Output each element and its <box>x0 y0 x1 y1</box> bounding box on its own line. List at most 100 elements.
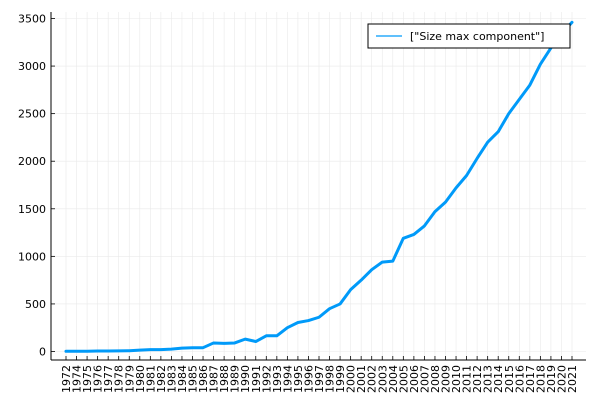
x-tick-label: 1993 <box>271 365 284 393</box>
x-tick-label: 1972 <box>60 365 73 393</box>
data-point <box>518 98 521 101</box>
x-tick-label: 1986 <box>197 365 210 393</box>
y-tick-label: 3000 <box>18 60 46 73</box>
x-tick-label: 2014 <box>492 365 505 393</box>
x-tick-label: 1991 <box>250 365 263 393</box>
data-point <box>202 346 204 349</box>
data-point <box>65 350 67 353</box>
data-point <box>233 342 236 344</box>
data-point <box>75 350 78 353</box>
x-tick-label: 1999 <box>334 365 347 393</box>
data-point <box>381 261 384 263</box>
x-tick-label: 2005 <box>397 365 410 393</box>
y-axis-ticks: 0 500 1000 1500 2000 2500 3000 3500 <box>18 13 55 359</box>
data-point <box>434 210 436 213</box>
data-point <box>181 347 183 349</box>
y-tick-label: 3500 <box>18 13 46 26</box>
data-point <box>571 21 573 24</box>
data-point <box>444 201 447 203</box>
x-tick-label: 1998 <box>324 365 337 393</box>
data-point <box>318 316 320 319</box>
x-tick-label: 1992 <box>260 365 273 393</box>
y-tick-label: 0 <box>39 346 46 359</box>
data-point <box>391 260 394 262</box>
y-tick-label: 2500 <box>18 108 46 121</box>
x-tick-label: 1982 <box>155 365 168 393</box>
x-tick-label: 2008 <box>429 365 442 393</box>
x-tick-label: 1981 <box>144 365 157 393</box>
x-tick-label: 2015 <box>503 365 516 393</box>
data-point <box>529 84 531 86</box>
data-point <box>160 348 162 351</box>
x-tick-label: 1997 <box>313 365 326 393</box>
data-point <box>265 335 268 337</box>
x-tick-label: 1994 <box>281 365 294 393</box>
data-point <box>455 187 457 189</box>
data-point <box>297 321 299 324</box>
x-tick-label: 2006 <box>408 365 421 393</box>
x-tick-label: 1977 <box>102 365 115 393</box>
data-point <box>96 350 99 352</box>
data-point <box>423 225 426 227</box>
legend-label: ["Size max component"] <box>410 30 544 43</box>
grid <box>51 12 586 360</box>
data-point <box>170 348 173 350</box>
data-point <box>539 63 542 65</box>
x-tick-label: 1983 <box>165 365 178 393</box>
x-tick-label: 2007 <box>418 365 431 393</box>
x-tick-label: 2019 <box>545 365 558 393</box>
x-tick-label: 2000 <box>345 365 358 393</box>
axes <box>50 12 586 361</box>
x-tick-label: 1988 <box>218 365 231 393</box>
y-tick-label: 500 <box>25 298 46 311</box>
x-tick-label: 2002 <box>366 365 379 393</box>
data-point <box>276 335 278 337</box>
x-tick-label: 2003 <box>376 365 389 393</box>
x-tick-label: 1995 <box>292 365 305 393</box>
data-point <box>402 237 405 240</box>
x-tick-label: 1989 <box>229 365 242 393</box>
x-tick-label: 1974 <box>71 365 84 393</box>
x-tick-label: 1985 <box>187 365 200 393</box>
x-tick-label: 2004 <box>387 365 400 393</box>
data-point <box>307 319 310 322</box>
data-point <box>191 346 194 349</box>
x-tick-label: 2020 <box>555 365 568 393</box>
data-point <box>149 348 152 351</box>
x-tick-label: 2001 <box>355 365 368 393</box>
data-point <box>497 130 500 133</box>
data-point <box>128 349 131 352</box>
x-tick-label: 1987 <box>208 365 221 393</box>
data-point <box>370 268 373 271</box>
data-point <box>286 326 289 329</box>
data-point <box>486 141 489 143</box>
x-tick-label: 2011 <box>461 365 474 393</box>
legend: ["Size max component"] <box>367 23 571 49</box>
x-tick-label: 1979 <box>123 365 136 393</box>
data-point <box>413 233 415 236</box>
x-tick-label: 2009 <box>440 365 453 393</box>
x-tick-label: 1975 <box>81 365 94 393</box>
x-tick-label: 1996 <box>302 365 315 393</box>
y-tick-label: 1500 <box>18 203 46 216</box>
data-point <box>339 303 341 305</box>
x-axis-ticks: 1972197419751976197719781979198019811982… <box>60 356 579 393</box>
data-point <box>138 349 141 351</box>
x-tick-label: 1990 <box>239 365 252 393</box>
x-tick-label: 2021 <box>566 365 579 393</box>
x-tick-label: 1980 <box>134 365 147 393</box>
data-point <box>360 279 362 281</box>
data-point <box>507 112 510 115</box>
data-point <box>349 288 352 291</box>
x-tick-label: 1976 <box>92 365 105 393</box>
data-point <box>223 342 225 345</box>
data-point <box>254 340 257 343</box>
series-group <box>64 20 574 353</box>
y-tick-label: 1000 <box>18 250 46 263</box>
x-tick-label: 2017 <box>524 365 537 393</box>
data-point <box>244 338 247 340</box>
data-point <box>107 350 109 352</box>
data-point <box>86 350 88 353</box>
data-point <box>476 157 478 160</box>
